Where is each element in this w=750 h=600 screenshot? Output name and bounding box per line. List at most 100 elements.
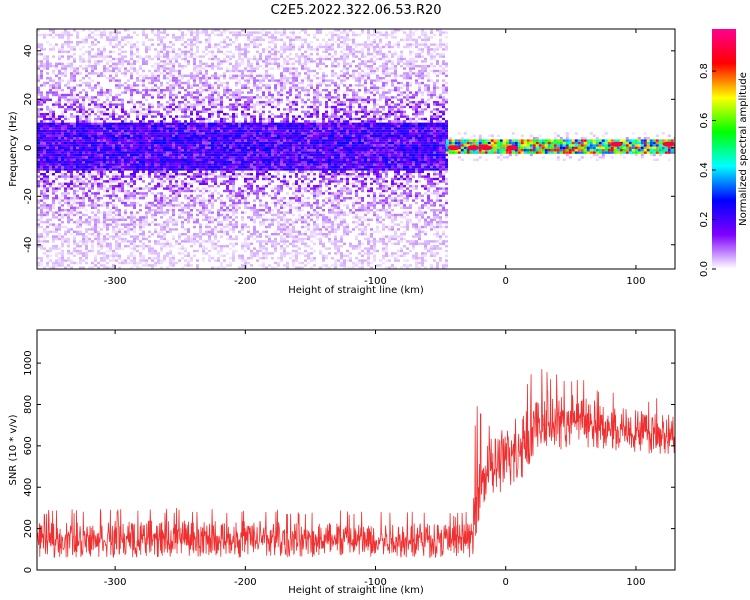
heatmap-cell bbox=[235, 96, 238, 99]
heatmap-cell bbox=[238, 31, 241, 34]
heatmap-cell bbox=[214, 91, 217, 94]
heatmap-cell bbox=[175, 57, 178, 61]
heatmap-cell bbox=[202, 120, 205, 123]
heatmap-cell bbox=[235, 105, 238, 109]
heatmap-cell bbox=[145, 93, 148, 97]
heatmap-cell bbox=[103, 139, 106, 142]
heatmap-cell bbox=[64, 173, 67, 176]
heatmap-cell bbox=[40, 84, 43, 87]
heatmap-cell bbox=[58, 57, 61, 61]
heatmap-cell bbox=[58, 98, 61, 101]
heatmap-cell bbox=[130, 120, 133, 123]
heatmap-cell bbox=[187, 108, 190, 111]
heatmap-cell bbox=[217, 257, 220, 260]
heatmap-cell bbox=[58, 69, 61, 73]
heatmap-cell bbox=[163, 134, 166, 137]
heatmap-cell bbox=[250, 206, 253, 209]
heatmap-cell bbox=[88, 108, 91, 111]
heatmap-cell bbox=[154, 228, 157, 231]
heatmap-cell bbox=[97, 29, 100, 32]
heatmap-cell bbox=[259, 86, 262, 89]
heatmap-cell bbox=[118, 158, 121, 161]
heatmap-cell bbox=[172, 254, 175, 257]
heatmap-cell bbox=[250, 168, 253, 171]
heatmap-cell bbox=[262, 127, 265, 130]
heatmap-cell bbox=[97, 211, 100, 214]
heatmap-cell bbox=[172, 163, 175, 166]
heatmap-cell bbox=[109, 223, 112, 226]
heatmap-cell bbox=[118, 168, 121, 171]
heatmap-cell bbox=[268, 91, 271, 94]
heatmap-cell bbox=[193, 137, 196, 140]
heatmap-cell bbox=[148, 120, 151, 123]
heatmap-cell bbox=[202, 247, 205, 250]
heatmap-cell bbox=[70, 153, 73, 157]
heatmap-cell bbox=[106, 36, 109, 39]
heatmap-cell bbox=[103, 170, 106, 173]
heatmap-cell bbox=[196, 67, 199, 70]
heatmap-cell bbox=[64, 233, 67, 236]
heatmap-cell bbox=[151, 43, 154, 46]
heatmap-cell bbox=[169, 84, 172, 87]
heatmap-cell bbox=[190, 168, 193, 171]
heatmap-cell bbox=[97, 122, 100, 125]
heatmap-cell bbox=[247, 237, 250, 241]
heatmap-cell bbox=[136, 170, 139, 173]
heatmap-cell bbox=[115, 67, 118, 70]
heatmap-cell bbox=[271, 156, 274, 159]
heatmap-cell bbox=[82, 146, 85, 149]
heatmap-cell bbox=[271, 141, 274, 145]
heatmap-cell bbox=[166, 67, 169, 70]
heatmap-cell bbox=[268, 139, 271, 142]
heatmap-cell bbox=[259, 151, 262, 154]
heatmap-cell bbox=[259, 134, 262, 137]
heatmap-cell bbox=[46, 122, 49, 125]
heatmap-cell bbox=[100, 175, 103, 178]
heatmap-cell bbox=[205, 230, 208, 233]
heatmap-cell bbox=[52, 223, 55, 226]
heatmap-cell bbox=[205, 77, 208, 80]
heatmap-cell bbox=[85, 129, 88, 133]
heatmap-cell bbox=[130, 213, 133, 217]
heatmap-cell bbox=[265, 139, 268, 142]
heatmap-cell bbox=[166, 141, 169, 145]
heatmap-cell bbox=[58, 62, 61, 65]
heatmap-cell bbox=[133, 134, 136, 137]
heatmap-cell bbox=[142, 69, 145, 73]
heatmap-cell bbox=[97, 105, 100, 109]
heatmap-cell bbox=[118, 237, 121, 241]
heatmap-cell bbox=[265, 86, 268, 89]
heatmap-cell bbox=[136, 187, 139, 190]
heatmap-cell bbox=[136, 72, 139, 75]
heatmap-cell bbox=[214, 144, 217, 147]
heatmap-cell bbox=[172, 134, 175, 137]
heatmap-cell bbox=[79, 197, 82, 200]
heatmap-cell bbox=[52, 139, 55, 142]
heatmap-cell bbox=[148, 108, 151, 111]
heatmap-cell bbox=[250, 192, 253, 195]
heatmap-cell bbox=[256, 57, 259, 61]
heatmap-cell bbox=[88, 134, 91, 137]
heatmap-cell bbox=[229, 69, 232, 73]
heatmap-cell bbox=[61, 153, 64, 157]
heatmap-cell bbox=[202, 98, 205, 101]
heatmap-cell bbox=[160, 89, 163, 92]
heatmap-cell bbox=[172, 209, 175, 212]
heatmap-cell bbox=[52, 36, 55, 39]
heatmap-cell bbox=[73, 122, 76, 125]
heatmap-cell bbox=[142, 77, 145, 80]
heatmap-cell bbox=[94, 125, 97, 128]
heatmap-cell bbox=[211, 67, 214, 70]
heatmap-cell bbox=[112, 117, 115, 121]
heatmap-cell bbox=[145, 127, 148, 130]
heatmap-cell bbox=[157, 252, 160, 255]
heatmap-cell bbox=[133, 137, 136, 140]
heatmap-cell bbox=[265, 242, 268, 245]
heatmap-cell bbox=[133, 91, 136, 94]
heatmap-cell bbox=[196, 233, 199, 236]
heatmap-cell bbox=[205, 53, 208, 56]
heatmap-cell bbox=[229, 237, 232, 241]
heatmap-cell bbox=[58, 79, 61, 82]
heatmap-cell bbox=[70, 156, 73, 159]
heatmap-cell bbox=[109, 156, 112, 159]
